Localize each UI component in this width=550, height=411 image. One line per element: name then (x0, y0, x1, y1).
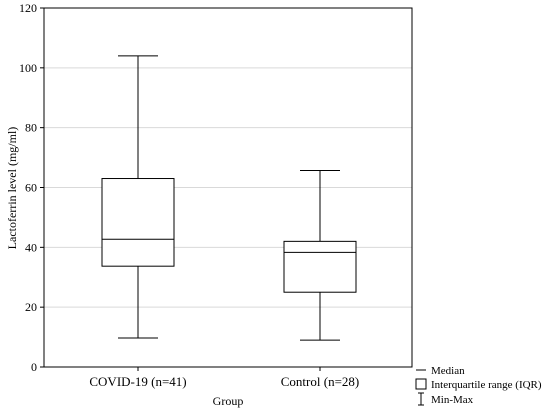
legend-label: Min-Max (431, 394, 474, 406)
y-tick-label: 40 (25, 240, 37, 254)
y-tick-label: 80 (25, 121, 37, 135)
legend: Median Interquartile range (IQR) Min-Max (415, 365, 542, 406)
legend-iqr-swatch (415, 378, 427, 390)
iqr-box (101, 178, 175, 267)
y-tick-label: 20 (25, 300, 37, 314)
legend-label: Median (431, 365, 465, 377)
x-axis-label: Group (213, 394, 244, 408)
x-tick-label: COVID-19 (n=41) (89, 374, 186, 389)
iqr-box (283, 240, 357, 293)
legend-label: Interquartile range (IQR) (431, 379, 542, 391)
gridlines (44, 67, 412, 308)
box-0 (101, 55, 175, 339)
y-axis-label: Lactoferrin level (mg/ml) (5, 127, 19, 250)
y-tick-label: 0 (31, 360, 37, 374)
y-tick-label: 60 (25, 181, 37, 195)
x-tick-label: Control (n=28) (281, 374, 359, 389)
y-tick-label: 120 (19, 1, 37, 15)
x-axis-ticks: COVID-19 (n=41) Control (n=28) (89, 367, 359, 389)
y-axis-ticks: 0 20 40 60 80 100 120 (19, 1, 44, 374)
boxes (101, 55, 357, 341)
box-1 (283, 169, 357, 341)
y-tick-label: 100 (19, 61, 37, 75)
